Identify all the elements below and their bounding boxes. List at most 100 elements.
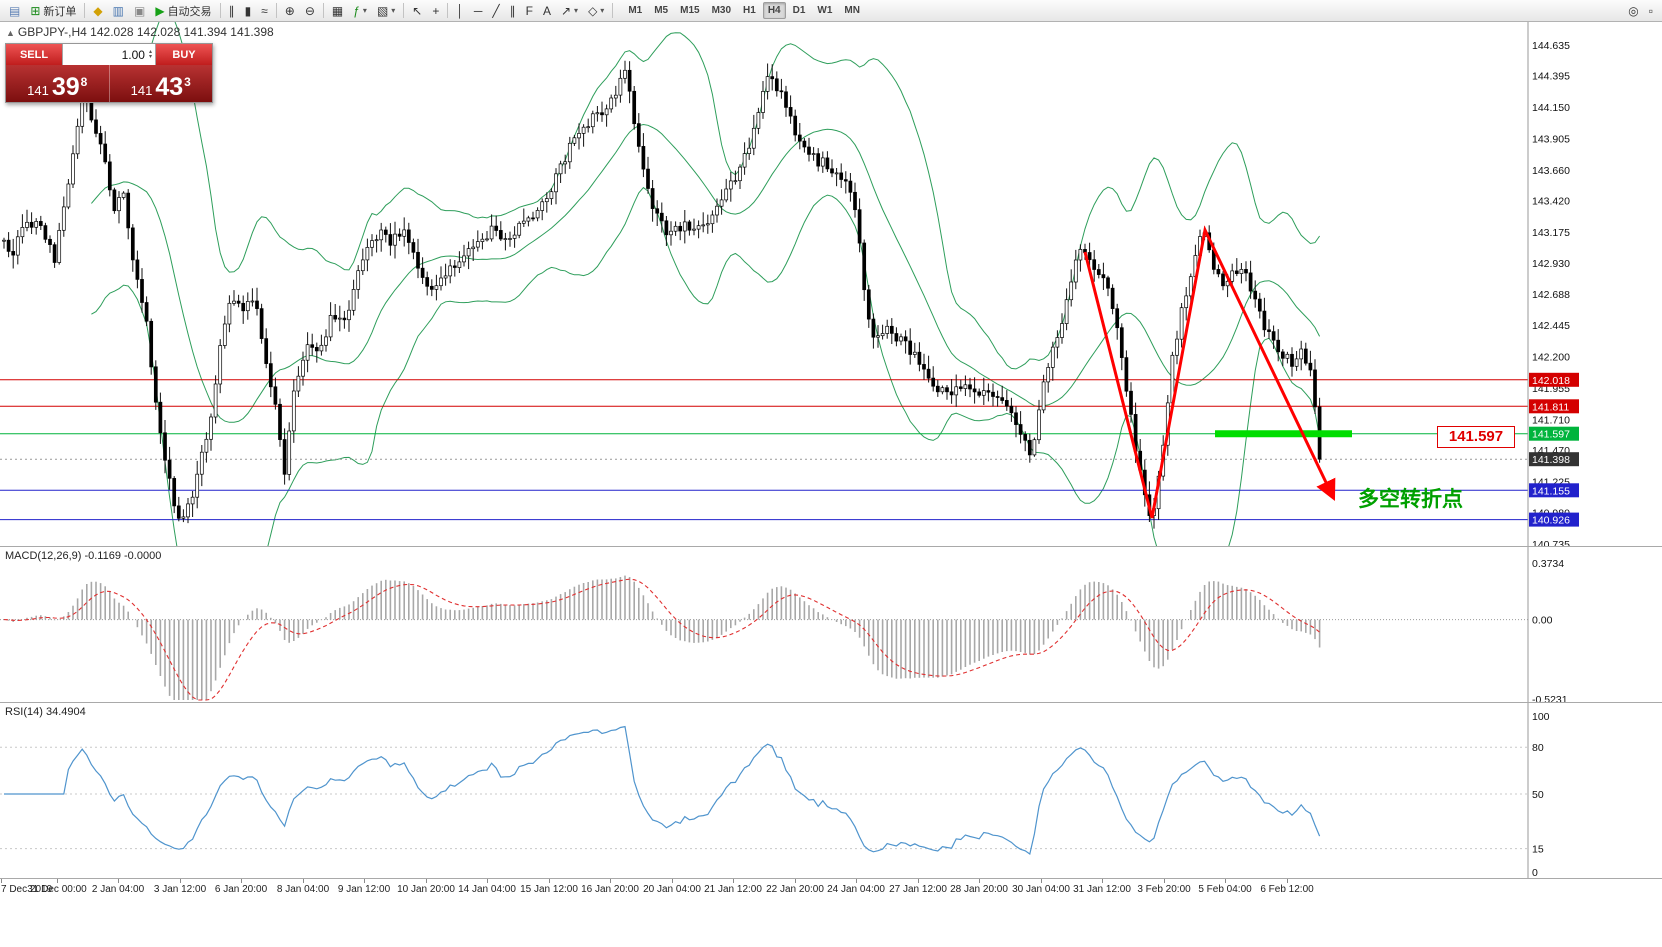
crosshair-icon: + — [432, 3, 440, 18]
sell-button[interactable]: SELL — [6, 44, 62, 65]
quick-search-button[interactable]: ◎ — [1624, 1, 1642, 21]
timeframe-mn-button[interactable]: MN — [844, 5, 860, 16]
cursor-icon: ↖ — [412, 3, 423, 18]
indicators-button[interactable]: ƒ ▾ — [349, 1, 371, 21]
time-axis-label: 10 Jan 20:00 — [397, 884, 455, 895]
line-chart-button[interactable]: ≈ — [257, 1, 272, 21]
spinner-down-icon[interactable]: ▾ — [148, 53, 152, 60]
timeframe-m30-button[interactable]: M30 — [711, 5, 732, 16]
time-axis-label: 6 Feb 12:00 — [1260, 884, 1314, 895]
buy-price-main: 141 — [130, 82, 153, 98]
time-axis-tick — [57, 879, 58, 883]
time-axis-tick — [672, 879, 673, 883]
quick-search-icon: ◎ — [1628, 3, 1639, 18]
price-tag: 142.018 — [1529, 372, 1579, 387]
buy-button[interactable]: BUY — [156, 44, 212, 65]
rsi-axis-label: 0 — [1532, 867, 1538, 878]
dropdown-caret-icon[interactable]: ▾ — [391, 6, 396, 15]
equidistant-channel-icon: ∥ — [509, 3, 516, 18]
zoom-out-button[interactable]: ⊖ — [301, 1, 319, 21]
price-tag: 140.926 — [1529, 512, 1579, 527]
templates-button[interactable]: ▧ ▾ — [373, 1, 399, 21]
time-axis-label: 28 Jan 20:00 — [950, 884, 1008, 895]
arrows-button[interactable]: ↗ ▾ — [557, 1, 582, 21]
bar-chart-button[interactable]: ∥ — [225, 1, 239, 21]
rsi-chart[interactable]: 100 80 50 15 0 — [0, 703, 1662, 878]
rsi-axis-label: 100 — [1532, 711, 1550, 723]
zoom-out-icon: ⊖ — [304, 3, 315, 18]
new-order-button[interactable]: ⊞ 新订单 — [26, 1, 80, 21]
y-axis-tick-label: 142.445 — [1532, 320, 1570, 332]
autotrade-button[interactable]: ▶ 自动交易 — [151, 1, 215, 21]
dropdown-caret-icon[interactable]: ▾ — [574, 6, 579, 15]
fibonacci-button[interactable]: F — [522, 1, 537, 21]
time-axis-tick — [1041, 879, 1042, 883]
timeframe-m1-button[interactable]: M1 — [628, 5, 643, 16]
macd-axis-label: 0.00 — [1532, 615, 1553, 627]
volume-spinner[interactable]: ▴ ▾ — [148, 48, 152, 60]
time-axis-tick — [610, 879, 611, 883]
autotrade-icon: ▶ — [155, 3, 165, 18]
time-axis-tick — [856, 879, 857, 883]
price-callout-label[interactable]: 141.597 — [1437, 426, 1515, 448]
trendline-button[interactable]: ╱ — [488, 1, 503, 21]
cursor-button[interactable]: ↖ — [408, 1, 426, 21]
time-axis-label: 31 Dec 00:00 — [27, 884, 87, 895]
time-axis-tick — [1102, 879, 1103, 883]
zoom-in-icon: ⊕ — [284, 3, 295, 18]
chart-window-button[interactable]: ▤ — [5, 1, 24, 21]
price-tag: 141.398 — [1529, 452, 1579, 467]
candlestick-chart[interactable]: 144.635 144.395 144.150 143.905 143.660 143.4… — [0, 22, 1662, 546]
time-axis-tick — [303, 879, 304, 883]
tile-windows-button[interactable]: ▦ — [328, 1, 347, 21]
volume-input[interactable]: 1.00 ▴ ▾ — [62, 44, 156, 65]
time-axis-tick — [1287, 879, 1288, 883]
buy-price-button[interactable]: 141 43 3 — [108, 65, 213, 102]
timeframe-d1-button[interactable]: D1 — [792, 5, 806, 16]
y-axis-tick-label: 142.200 — [1532, 352, 1570, 364]
dropdown-caret-icon[interactable]: ▾ — [362, 6, 367, 15]
dropdown-caret-icon[interactable]: ▾ — [600, 6, 605, 15]
shapes-button[interactable]: ◇ ▾ — [584, 1, 608, 21]
time-axis-label: 20 Jan 04:00 — [643, 884, 701, 895]
chart-profile-button[interactable]: ▫ — [1645, 1, 1657, 21]
market-watch-button[interactable]: ◆ — [89, 1, 106, 21]
trend-zigzag-arrow[interactable] — [1083, 225, 1336, 519]
spinner-up-icon[interactable]: ▴ — [148, 48, 152, 55]
timeframe-w1-button[interactable]: W1 — [817, 5, 833, 16]
terminal-icon: ▣ — [133, 3, 146, 18]
horizontal-line-button[interactable]: ─ — [470, 1, 487, 21]
zoom-in-button[interactable]: ⊕ — [281, 1, 299, 21]
rsi-indicator-panel[interactable]: 100 80 50 15 0 RSI(14) 34.4904 — [0, 702, 1662, 878]
time-axis[interactable]: 7 Dec 2019 31 Dec 00:00 2 Jan 04:00 3 Jan 1… — [0, 878, 1662, 947]
candlestick-chart-button[interactable]: ▮ — [241, 1, 256, 21]
time-axis-label: 27 Jan 12:00 — [889, 884, 947, 895]
price-chart-panel[interactable]: 144.635 144.395 144.150 143.905 143.660 143.4… — [0, 22, 1662, 546]
time-axis-label: 15 Jan 12:00 — [520, 884, 578, 895]
macd-chart[interactable]: 0.3734 0.00 -0.5231 — [0, 547, 1662, 702]
toolbar-separator — [612, 3, 614, 18]
new-order-button-label: 新订单 — [43, 5, 77, 18]
crosshair-button[interactable]: + — [428, 1, 443, 21]
time-axis-tick — [426, 879, 427, 883]
arrows-icon: ↗ — [560, 3, 572, 18]
tile-windows-icon: ▦ — [331, 3, 344, 18]
timeframe-h4-button[interactable]: H4 — [762, 2, 786, 19]
macd-indicator-panel[interactable]: 0.3734 0.00 -0.5231 MACD(12,26,9) -0.1169 … — [0, 546, 1662, 702]
timeframe-m5-button[interactable]: M5 — [654, 5, 669, 16]
toolbar-separator — [403, 3, 405, 18]
turning-point-note[interactable]: 多空转折点 — [1358, 488, 1463, 511]
time-axis-label: 30 Jan 04:00 — [1012, 884, 1070, 895]
text-label-button[interactable]: A — [539, 1, 555, 21]
navigator-button[interactable]: ▥ — [109, 1, 128, 21]
vertical-line-button[interactable]: │ — [452, 1, 468, 21]
one-click-trading-widget: SELL 1.00 ▴ ▾ BUY 141 39 8 141 43 3 — [5, 43, 213, 103]
time-axis-label: 21 Jan 12:00 — [704, 884, 762, 895]
time-axis-label: 16 Jan 20:00 — [581, 884, 639, 895]
terminal-button[interactable]: ▣ — [130, 1, 149, 21]
timeframe-h1-button[interactable]: H1 — [743, 5, 756, 16]
equidistant-channel-button[interactable]: ∥ — [506, 1, 520, 21]
sell-price-button[interactable]: 141 39 8 — [6, 65, 109, 102]
fibonacci-icon: F — [525, 3, 533, 18]
timeframe-m15-button[interactable]: M15 — [680, 5, 700, 16]
